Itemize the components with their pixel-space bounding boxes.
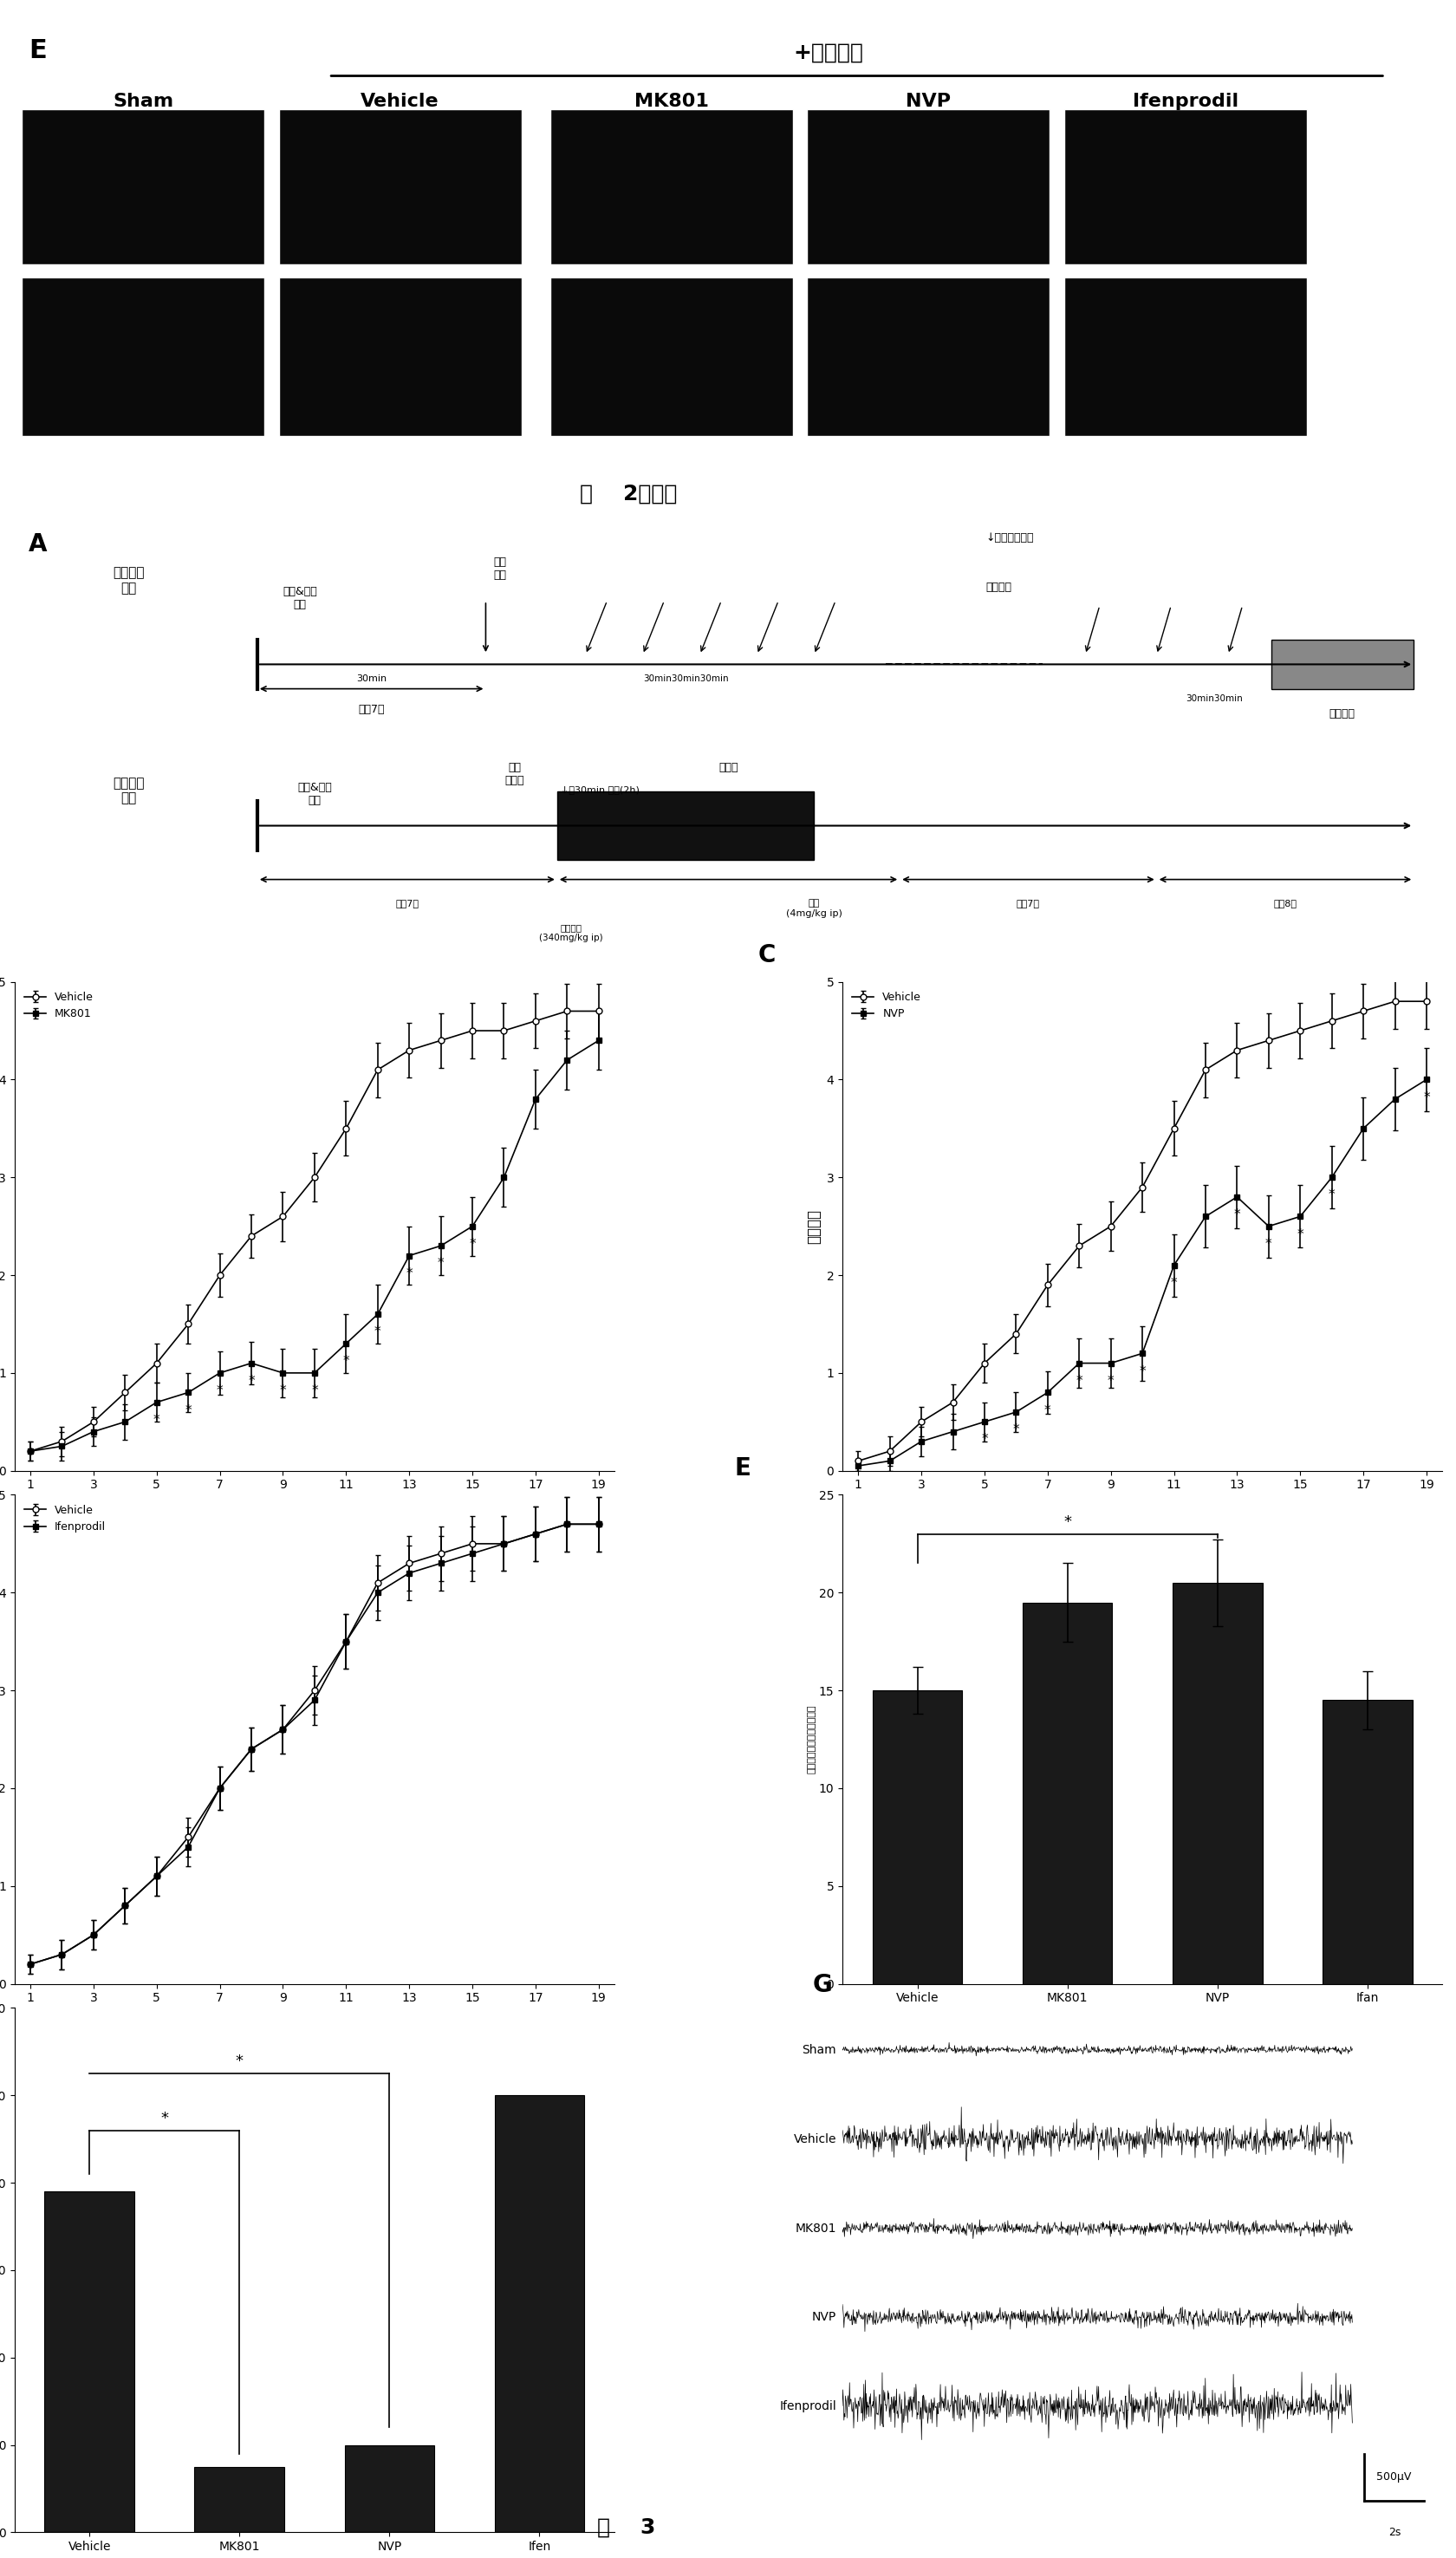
Bar bbox=[1063, 276, 1306, 437]
Y-axis label: 达到完全点燃所需刺激次数: 达到完全点燃所需刺激次数 bbox=[807, 1704, 815, 1773]
Text: ↓：应用拮抗剂: ↓：应用拮抗剂 bbox=[984, 532, 1032, 545]
Text: NVP: NVP bbox=[811, 2312, 836, 2323]
Text: *: * bbox=[217, 1384, 223, 1397]
Text: E: E bbox=[734, 1456, 750, 1481]
Text: C: C bbox=[759, 944, 776, 967]
Text: *: * bbox=[280, 1384, 285, 1397]
Text: *: * bbox=[1139, 1366, 1144, 1379]
Text: *: * bbox=[312, 1384, 317, 1397]
Legend: Vehicle, NVP: Vehicle, NVP bbox=[847, 987, 925, 1023]
Text: *: * bbox=[1012, 1422, 1019, 1438]
Bar bbox=[556, 790, 814, 859]
Text: Vehicle: Vehicle bbox=[794, 2133, 836, 2146]
Text: 500μV: 500μV bbox=[1376, 2471, 1411, 2484]
X-axis label: 刺激次数: 刺激次数 bbox=[297, 1496, 332, 1512]
Text: *: * bbox=[1423, 1092, 1428, 1105]
Text: 图    3: 图 3 bbox=[597, 2517, 655, 2538]
Text: 图    2（续）: 图 2（续） bbox=[579, 483, 677, 504]
Y-axis label: 癌疫级别: 癌疫级别 bbox=[805, 1210, 821, 1243]
Text: *: * bbox=[1063, 1514, 1070, 1530]
Legend: Vehicle, MK801: Vehicle, MK801 bbox=[20, 987, 98, 1023]
Text: *: * bbox=[236, 2054, 243, 2069]
Text: 2s: 2s bbox=[1388, 2527, 1399, 2538]
Bar bbox=[22, 110, 264, 263]
Text: *: * bbox=[1233, 1207, 1239, 1220]
Text: ↓Ｒ30min 状态(2h): ↓Ｒ30min 状态(2h) bbox=[561, 785, 639, 796]
Text: MK801: MK801 bbox=[795, 2223, 836, 2233]
Text: *: * bbox=[1171, 1276, 1176, 1289]
Text: +匹罗卡品: +匹罗卡品 bbox=[794, 43, 863, 64]
Bar bbox=[195, 2466, 284, 2532]
Text: 匹罗卡品
模型: 匹罗卡品 模型 bbox=[114, 778, 144, 806]
Text: 监测8周: 监测8周 bbox=[1273, 898, 1296, 908]
Bar bbox=[1063, 110, 1306, 263]
Text: Vehicle: Vehicle bbox=[361, 92, 440, 110]
Text: Sham: Sham bbox=[802, 2044, 836, 2057]
Text: 30min: 30min bbox=[357, 675, 386, 683]
Text: ＼：刺激: ＼：刺激 bbox=[984, 581, 1010, 593]
Text: *: * bbox=[1328, 1189, 1334, 1202]
Text: *: * bbox=[1296, 1228, 1303, 1241]
Bar bbox=[22, 276, 264, 437]
Text: *: * bbox=[406, 1266, 412, 1279]
Bar bbox=[494, 2095, 584, 2532]
Text: *: * bbox=[1265, 1238, 1271, 1251]
Bar bbox=[1172, 1583, 1261, 1985]
Bar bbox=[1270, 640, 1412, 688]
Bar bbox=[344, 2445, 434, 2532]
Text: 应用
拮抗剂: 应用 拮抗剂 bbox=[504, 762, 524, 785]
Text: 点燃癌疫
模型: 点燃癌疫 模型 bbox=[114, 565, 144, 593]
Text: NVP: NVP bbox=[906, 92, 951, 110]
Text: A: A bbox=[29, 532, 48, 558]
Bar bbox=[872, 1691, 962, 1985]
Text: 阈值
确定: 阈值 确定 bbox=[494, 558, 507, 581]
Text: 30min30min30min: 30min30min30min bbox=[642, 675, 728, 683]
Text: *: * bbox=[1107, 1374, 1114, 1386]
Bar bbox=[45, 2192, 134, 2532]
Text: 完全点燃: 完全点燃 bbox=[1328, 709, 1354, 719]
Text: MK801: MK801 bbox=[633, 92, 708, 110]
Bar bbox=[1022, 1601, 1112, 1985]
Text: *: * bbox=[160, 2110, 169, 2126]
Text: E: E bbox=[29, 38, 47, 64]
Bar bbox=[549, 276, 792, 437]
Text: Sham: Sham bbox=[112, 92, 173, 110]
Text: *: * bbox=[980, 1432, 987, 1445]
Legend: Vehicle, Ifenprodil: Vehicle, Ifenprodil bbox=[20, 1499, 111, 1537]
Text: 恢复7天: 恢复7天 bbox=[395, 898, 419, 908]
Text: 安定
(4mg/kg ip): 安定 (4mg/kg ip) bbox=[786, 898, 842, 918]
Bar bbox=[549, 110, 792, 263]
Text: *: * bbox=[1076, 1374, 1082, 1386]
Bar bbox=[807, 110, 1048, 263]
Text: *: * bbox=[153, 1415, 160, 1427]
X-axis label: 刺激次数: 刺激次数 bbox=[297, 2008, 332, 2026]
Bar bbox=[1322, 1701, 1411, 1985]
Bar bbox=[278, 110, 521, 263]
Text: G: G bbox=[812, 1972, 831, 1998]
Text: *: * bbox=[469, 1238, 476, 1251]
X-axis label: 刺激次数: 刺激次数 bbox=[1124, 1496, 1159, 1512]
Text: 30min30min: 30min30min bbox=[1185, 693, 1242, 703]
Bar bbox=[807, 276, 1048, 437]
Text: *: * bbox=[185, 1404, 191, 1417]
Text: 电极&套管
埋入: 电极&套管 埋入 bbox=[282, 586, 317, 611]
Text: 恢复7天: 恢复7天 bbox=[358, 703, 384, 714]
Bar bbox=[278, 276, 521, 437]
Text: 癌疫样: 癌疫样 bbox=[718, 762, 738, 773]
Text: *: * bbox=[437, 1259, 444, 1271]
Text: 匹罗卡品
(340mg/kg ip): 匹罗卡品 (340mg/kg ip) bbox=[539, 923, 603, 941]
Text: *: * bbox=[1044, 1404, 1050, 1417]
Text: Ifenprodil: Ifenprodil bbox=[1131, 92, 1238, 110]
Text: 恢复7天: 恢复7天 bbox=[1016, 898, 1040, 908]
Text: *: * bbox=[248, 1374, 255, 1386]
Text: *: * bbox=[342, 1356, 349, 1369]
Text: 电极&套管
埋入: 电极&套管 埋入 bbox=[297, 783, 332, 806]
Text: *: * bbox=[374, 1325, 380, 1338]
Text: Ifenprodil: Ifenprodil bbox=[779, 2399, 836, 2412]
